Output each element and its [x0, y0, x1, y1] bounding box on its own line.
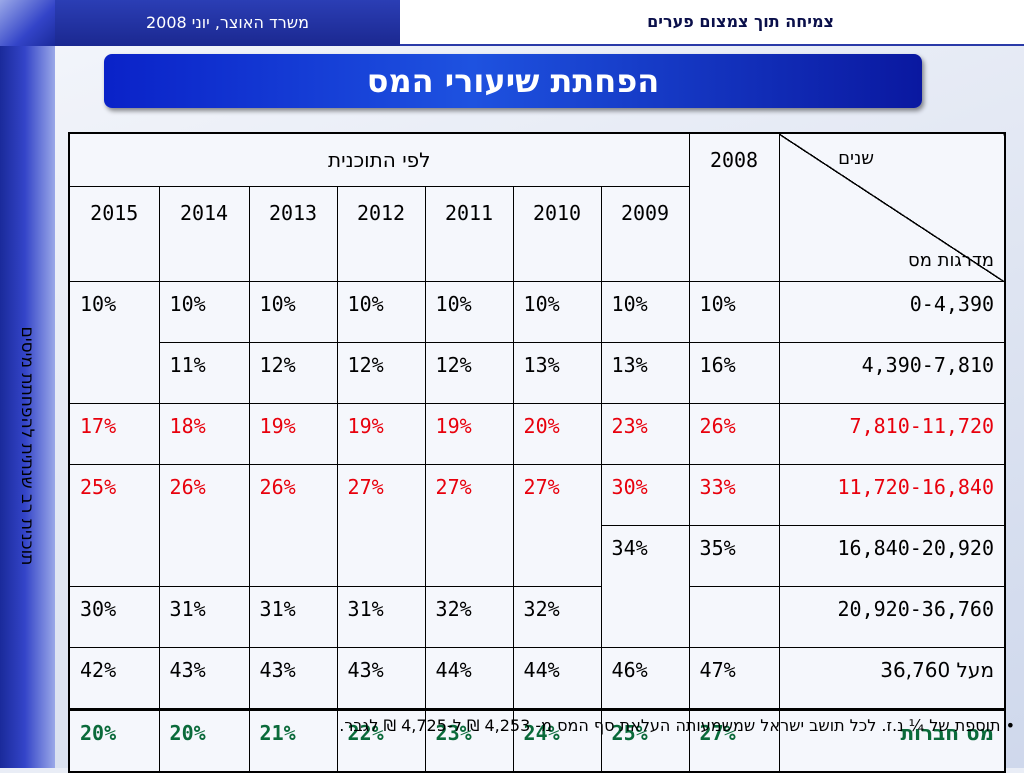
bracket-cell: 16,840-20,920	[778, 525, 1006, 587]
bracket-cell: 0-4,390	[778, 281, 1006, 343]
rate-cell: 19%	[424, 403, 514, 465]
rate-cell: 10%	[512, 281, 602, 343]
rate-cell: 10%	[600, 281, 690, 343]
rate-cell: 25%	[68, 464, 160, 587]
rate-cell: 21%	[248, 708, 338, 773]
footnote: • תוספת של ¼ נ.ז. לכל תושב ישראל שמשמעות…	[339, 716, 1015, 735]
rate-cell: 30%	[600, 464, 690, 526]
rate-cell: 10%	[248, 281, 338, 343]
rate-cell: 10%	[158, 281, 250, 343]
year-2008-header: 2008	[688, 132, 780, 282]
rate-cell: 27%	[688, 708, 780, 773]
rate-cell: 20%	[158, 708, 250, 773]
rate-cell: 35%	[688, 525, 780, 587]
side-bar: תוכנית רב שנתית להפחתת מיסים	[0, 46, 55, 768]
rate-cell: 31%	[336, 586, 426, 648]
empty-cell	[688, 586, 780, 648]
rate-cell: 32%	[512, 586, 602, 648]
rate-cell: 10%	[688, 281, 780, 343]
rate-cell: 12%	[336, 342, 426, 404]
rate-cell: 43%	[336, 647, 426, 710]
rate-cell: 18%	[158, 403, 250, 465]
slide-title: הפחתת שיעורי המס	[104, 54, 922, 108]
rate-cell: 42%	[68, 647, 160, 710]
rate-cell: 44%	[512, 647, 602, 710]
year-header: 2011	[424, 186, 514, 282]
rate-cell: 27%	[424, 464, 514, 587]
rate-cell: 20%	[68, 708, 160, 773]
header-bar: משרד האוצר, יוני 2008 צמיחה תוך צמצום פע…	[0, 0, 1024, 46]
rate-cell: 26%	[688, 403, 780, 465]
rate-cell: 11%	[158, 342, 250, 404]
bracket-cell: 7,810-11,720	[778, 403, 1006, 465]
rate-cell: 12%	[424, 342, 514, 404]
rate-cell: 44%	[424, 647, 514, 710]
years-label: שנים	[838, 148, 875, 169]
bracket-cell: 20,920-36,760	[778, 586, 1006, 648]
bracket-cell: מס חברות	[778, 708, 1006, 773]
bracket-cell: 4,390-7,810	[778, 342, 1006, 404]
rate-cell: 33%	[688, 464, 780, 526]
rate-cell: 10%	[336, 281, 426, 343]
rate-cell: 47%	[688, 647, 780, 710]
rate-cell: 10%	[68, 281, 160, 404]
year-header: 2015	[68, 186, 160, 282]
rate-cell: 30%	[68, 586, 160, 648]
brackets-label: מדרגות מס	[908, 250, 995, 271]
rate-cell: 17%	[68, 403, 160, 465]
presentation-subtitle: צמיחה תוך צמצום פערים	[400, 0, 1024, 46]
year-header: 2012	[336, 186, 426, 282]
ministry-label: משרד האוצר, יוני 2008	[55, 0, 400, 46]
rate-cell: 13%	[512, 342, 602, 404]
rate-cell: 34%	[600, 525, 690, 648]
rate-cell: 27%	[512, 464, 602, 587]
rate-cell: 19%	[248, 403, 338, 465]
rate-cell: 24%	[512, 708, 602, 773]
rate-cell: 27%	[336, 464, 426, 587]
side-bar-label: תוכנית רב שנתית להפחתת מיסים	[17, 326, 37, 566]
year-header: 2010	[512, 186, 602, 282]
tax-rates-table: שנים מדרגות מס 2008 לפי התוכנית 2009 201…	[68, 132, 1007, 773]
rate-cell: 16%	[688, 342, 780, 404]
bracket-cell: מעל 36,760	[778, 647, 1006, 710]
rate-cell: 13%	[600, 342, 690, 404]
rate-cell: 12%	[248, 342, 338, 404]
rate-cell: 31%	[158, 586, 250, 648]
rate-cell: 22%	[336, 708, 426, 773]
rate-cell: 10%	[424, 281, 514, 343]
rate-cell: 23%	[424, 708, 514, 773]
rate-cell: 43%	[248, 647, 338, 710]
rate-cell: 31%	[248, 586, 338, 648]
rate-cell: 26%	[248, 464, 338, 587]
rate-cell: 43%	[158, 647, 250, 710]
header-diagonal-cell: שנים מדרגות מס	[778, 132, 1006, 282]
year-header: 2009	[600, 186, 690, 282]
rate-cell: 32%	[424, 586, 514, 648]
rate-cell: 23%	[600, 403, 690, 465]
rate-cell: 26%	[158, 464, 250, 587]
bracket-cell: 11,720-16,840	[778, 464, 1006, 526]
year-header: 2014	[158, 186, 250, 282]
rate-cell: 46%	[600, 647, 690, 710]
year-header: 2013	[248, 186, 338, 282]
header-corner	[0, 0, 55, 46]
rate-cell: 20%	[512, 403, 602, 465]
rate-cell: 19%	[336, 403, 426, 465]
plan-header: לפי התוכנית	[68, 132, 690, 187]
